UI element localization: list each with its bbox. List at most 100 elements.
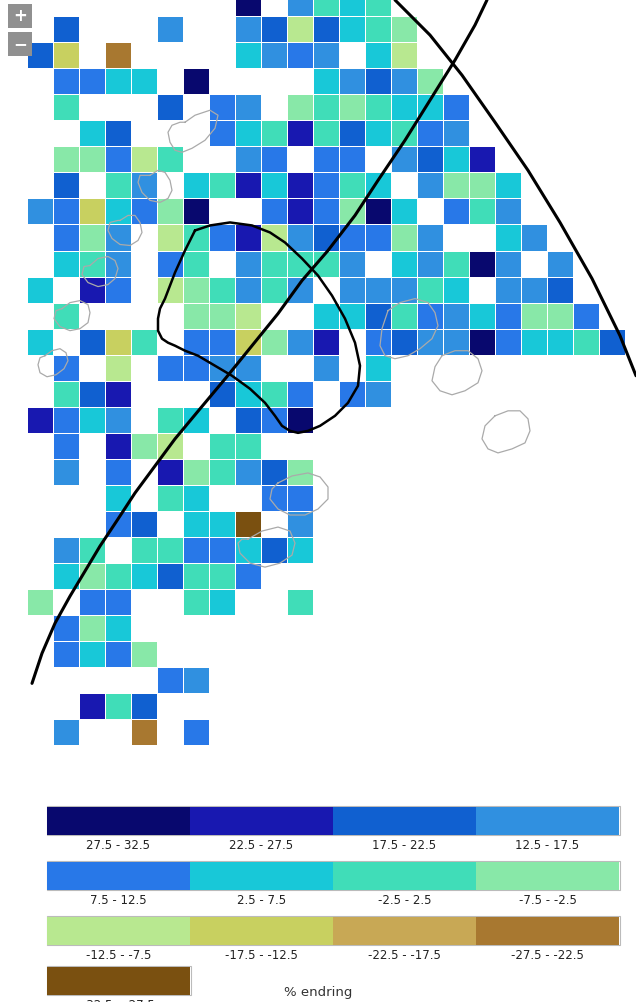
Bar (288, 382, 313, 407)
Bar (8, 32, 32, 56)
Bar (392, 121, 417, 146)
Bar (80, 147, 105, 172)
Text: +: + (13, 7, 27, 25)
Bar (340, 199, 365, 224)
Bar (106, 199, 131, 224)
Bar (46, 966, 191, 996)
Bar (80, 199, 105, 224)
Bar (158, 147, 183, 172)
Bar (210, 225, 235, 250)
Bar (470, 199, 495, 224)
Bar (80, 564, 105, 589)
Bar (444, 173, 469, 198)
Bar (262, 486, 287, 511)
Bar (54, 17, 79, 42)
Bar (158, 668, 183, 693)
Bar (80, 408, 105, 433)
Bar (132, 538, 157, 563)
Bar (80, 121, 105, 146)
Bar (496, 199, 521, 224)
Bar (210, 538, 235, 563)
Bar (80, 538, 105, 563)
Bar (262, 121, 287, 146)
Bar (496, 330, 521, 355)
Bar (340, 304, 365, 329)
Bar (288, 590, 313, 615)
Bar (54, 434, 79, 459)
Bar (236, 225, 261, 250)
Bar (444, 147, 469, 172)
Bar (288, 408, 313, 433)
Bar (190, 807, 333, 835)
Bar (236, 408, 261, 433)
Bar (366, 95, 391, 120)
Bar (184, 199, 209, 224)
Bar (392, 278, 417, 303)
Bar (314, 0, 339, 16)
Bar (132, 69, 157, 94)
Bar (47, 917, 190, 945)
Bar (106, 121, 131, 146)
Bar (288, 0, 313, 16)
Bar (366, 356, 391, 381)
Bar (184, 538, 209, 563)
Bar (366, 121, 391, 146)
Bar (418, 330, 443, 355)
Bar (80, 252, 105, 277)
Bar (236, 278, 261, 303)
Bar (54, 199, 79, 224)
Bar (340, 0, 365, 16)
Bar (262, 199, 287, 224)
Bar (46, 806, 619, 836)
Text: -17.5 - -12.5: -17.5 - -12.5 (225, 949, 298, 962)
Bar (184, 408, 209, 433)
Bar (366, 278, 391, 303)
Bar (54, 95, 79, 120)
Bar (184, 564, 209, 589)
Text: -12.5 - -7.5: -12.5 - -7.5 (86, 949, 151, 962)
Text: 27.5 - 32.5: 27.5 - 32.5 (86, 839, 151, 852)
Text: -2.5 - 2.5: -2.5 - 2.5 (378, 894, 431, 907)
Bar (366, 382, 391, 407)
Bar (158, 95, 183, 120)
Bar (444, 330, 469, 355)
Bar (54, 43, 79, 68)
Bar (496, 278, 521, 303)
Bar (444, 252, 469, 277)
Bar (132, 173, 157, 198)
Bar (262, 278, 287, 303)
Bar (366, 0, 391, 16)
Bar (158, 564, 183, 589)
Bar (418, 95, 443, 120)
Bar (288, 278, 313, 303)
Bar (444, 278, 469, 303)
Bar (236, 147, 261, 172)
Bar (314, 173, 339, 198)
Bar (106, 69, 131, 94)
Bar (470, 173, 495, 198)
Bar (340, 147, 365, 172)
Bar (366, 17, 391, 42)
Bar (54, 642, 79, 667)
Bar (314, 225, 339, 250)
Bar (444, 121, 469, 146)
Bar (418, 278, 443, 303)
Bar (106, 173, 131, 198)
Bar (262, 460, 287, 485)
Bar (236, 512, 261, 537)
Text: -7.5 - -2.5: -7.5 - -2.5 (518, 894, 576, 907)
Bar (184, 330, 209, 355)
Text: 2.5 - 7.5: 2.5 - 7.5 (237, 894, 286, 907)
Bar (314, 17, 339, 42)
Bar (132, 694, 157, 719)
Bar (80, 694, 105, 719)
Bar (262, 173, 287, 198)
Bar (496, 173, 521, 198)
Bar (80, 382, 105, 407)
Bar (184, 460, 209, 485)
Bar (47, 862, 190, 890)
Bar (106, 460, 131, 485)
Bar (392, 43, 417, 68)
Text: 22.5 - 27.5: 22.5 - 27.5 (230, 839, 294, 852)
Bar (8, 4, 32, 28)
